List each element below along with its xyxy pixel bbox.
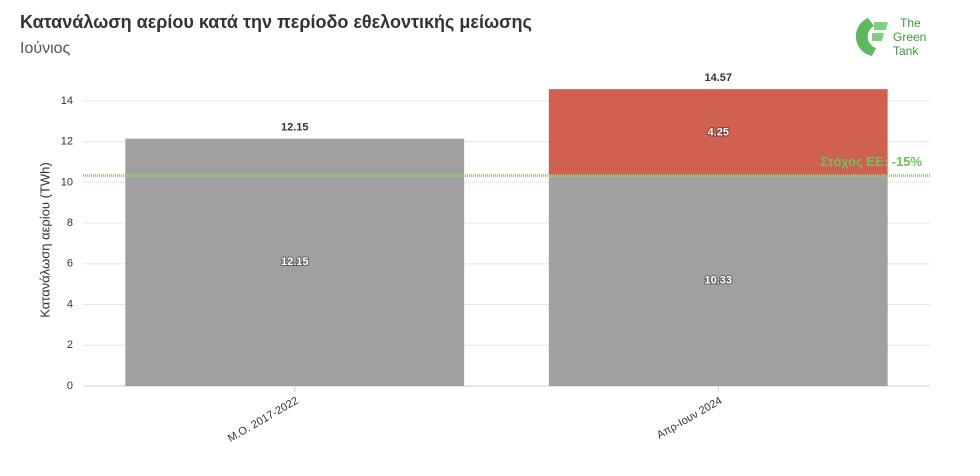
y-tick-label: 8 [67, 217, 73, 229]
chart-subtitle: Ιούνιος [20, 40, 71, 57]
bar-segment [125, 138, 465, 386]
segment-label: 4.25 [708, 126, 729, 138]
logo-text: Tank [893, 44, 919, 58]
logo-mark [872, 22, 888, 41]
logo-text: The [900, 16, 921, 30]
y-tick-label: 12 [61, 136, 73, 148]
logo: The Green Tank [855, 16, 926, 58]
total-label: 14.57 [704, 72, 732, 84]
y-tick-label: 0 [67, 380, 73, 392]
segment-label: 10.33 [704, 275, 732, 287]
x-tick-label: Απρ-Ιουν 2024 [655, 395, 724, 442]
y-tick-label: 10 [61, 176, 73, 188]
logo-text: Green [893, 30, 926, 44]
bar-segment [548, 89, 888, 176]
y-tick-label: 2 [67, 339, 73, 351]
bar-segment [548, 175, 888, 386]
total-label: 12.15 [281, 122, 309, 134]
segment-label: 12.15 [281, 256, 309, 268]
logo-mark [855, 18, 876, 56]
y-axis-label: Κατανάλωση αερίου (TWh) [37, 162, 52, 317]
reference-label: Στόχος ΕΕ: -15% [820, 154, 922, 169]
y-tick-label: 6 [67, 258, 73, 270]
chart-title: Κατανάλωση αερίου κατά την περίοδο εθελο… [20, 12, 532, 32]
y-tick-label: 4 [67, 298, 73, 310]
x-tick-label: Μ.Ο. 2017-2022 [226, 395, 301, 445]
y-tick-label: 14 [61, 95, 73, 107]
